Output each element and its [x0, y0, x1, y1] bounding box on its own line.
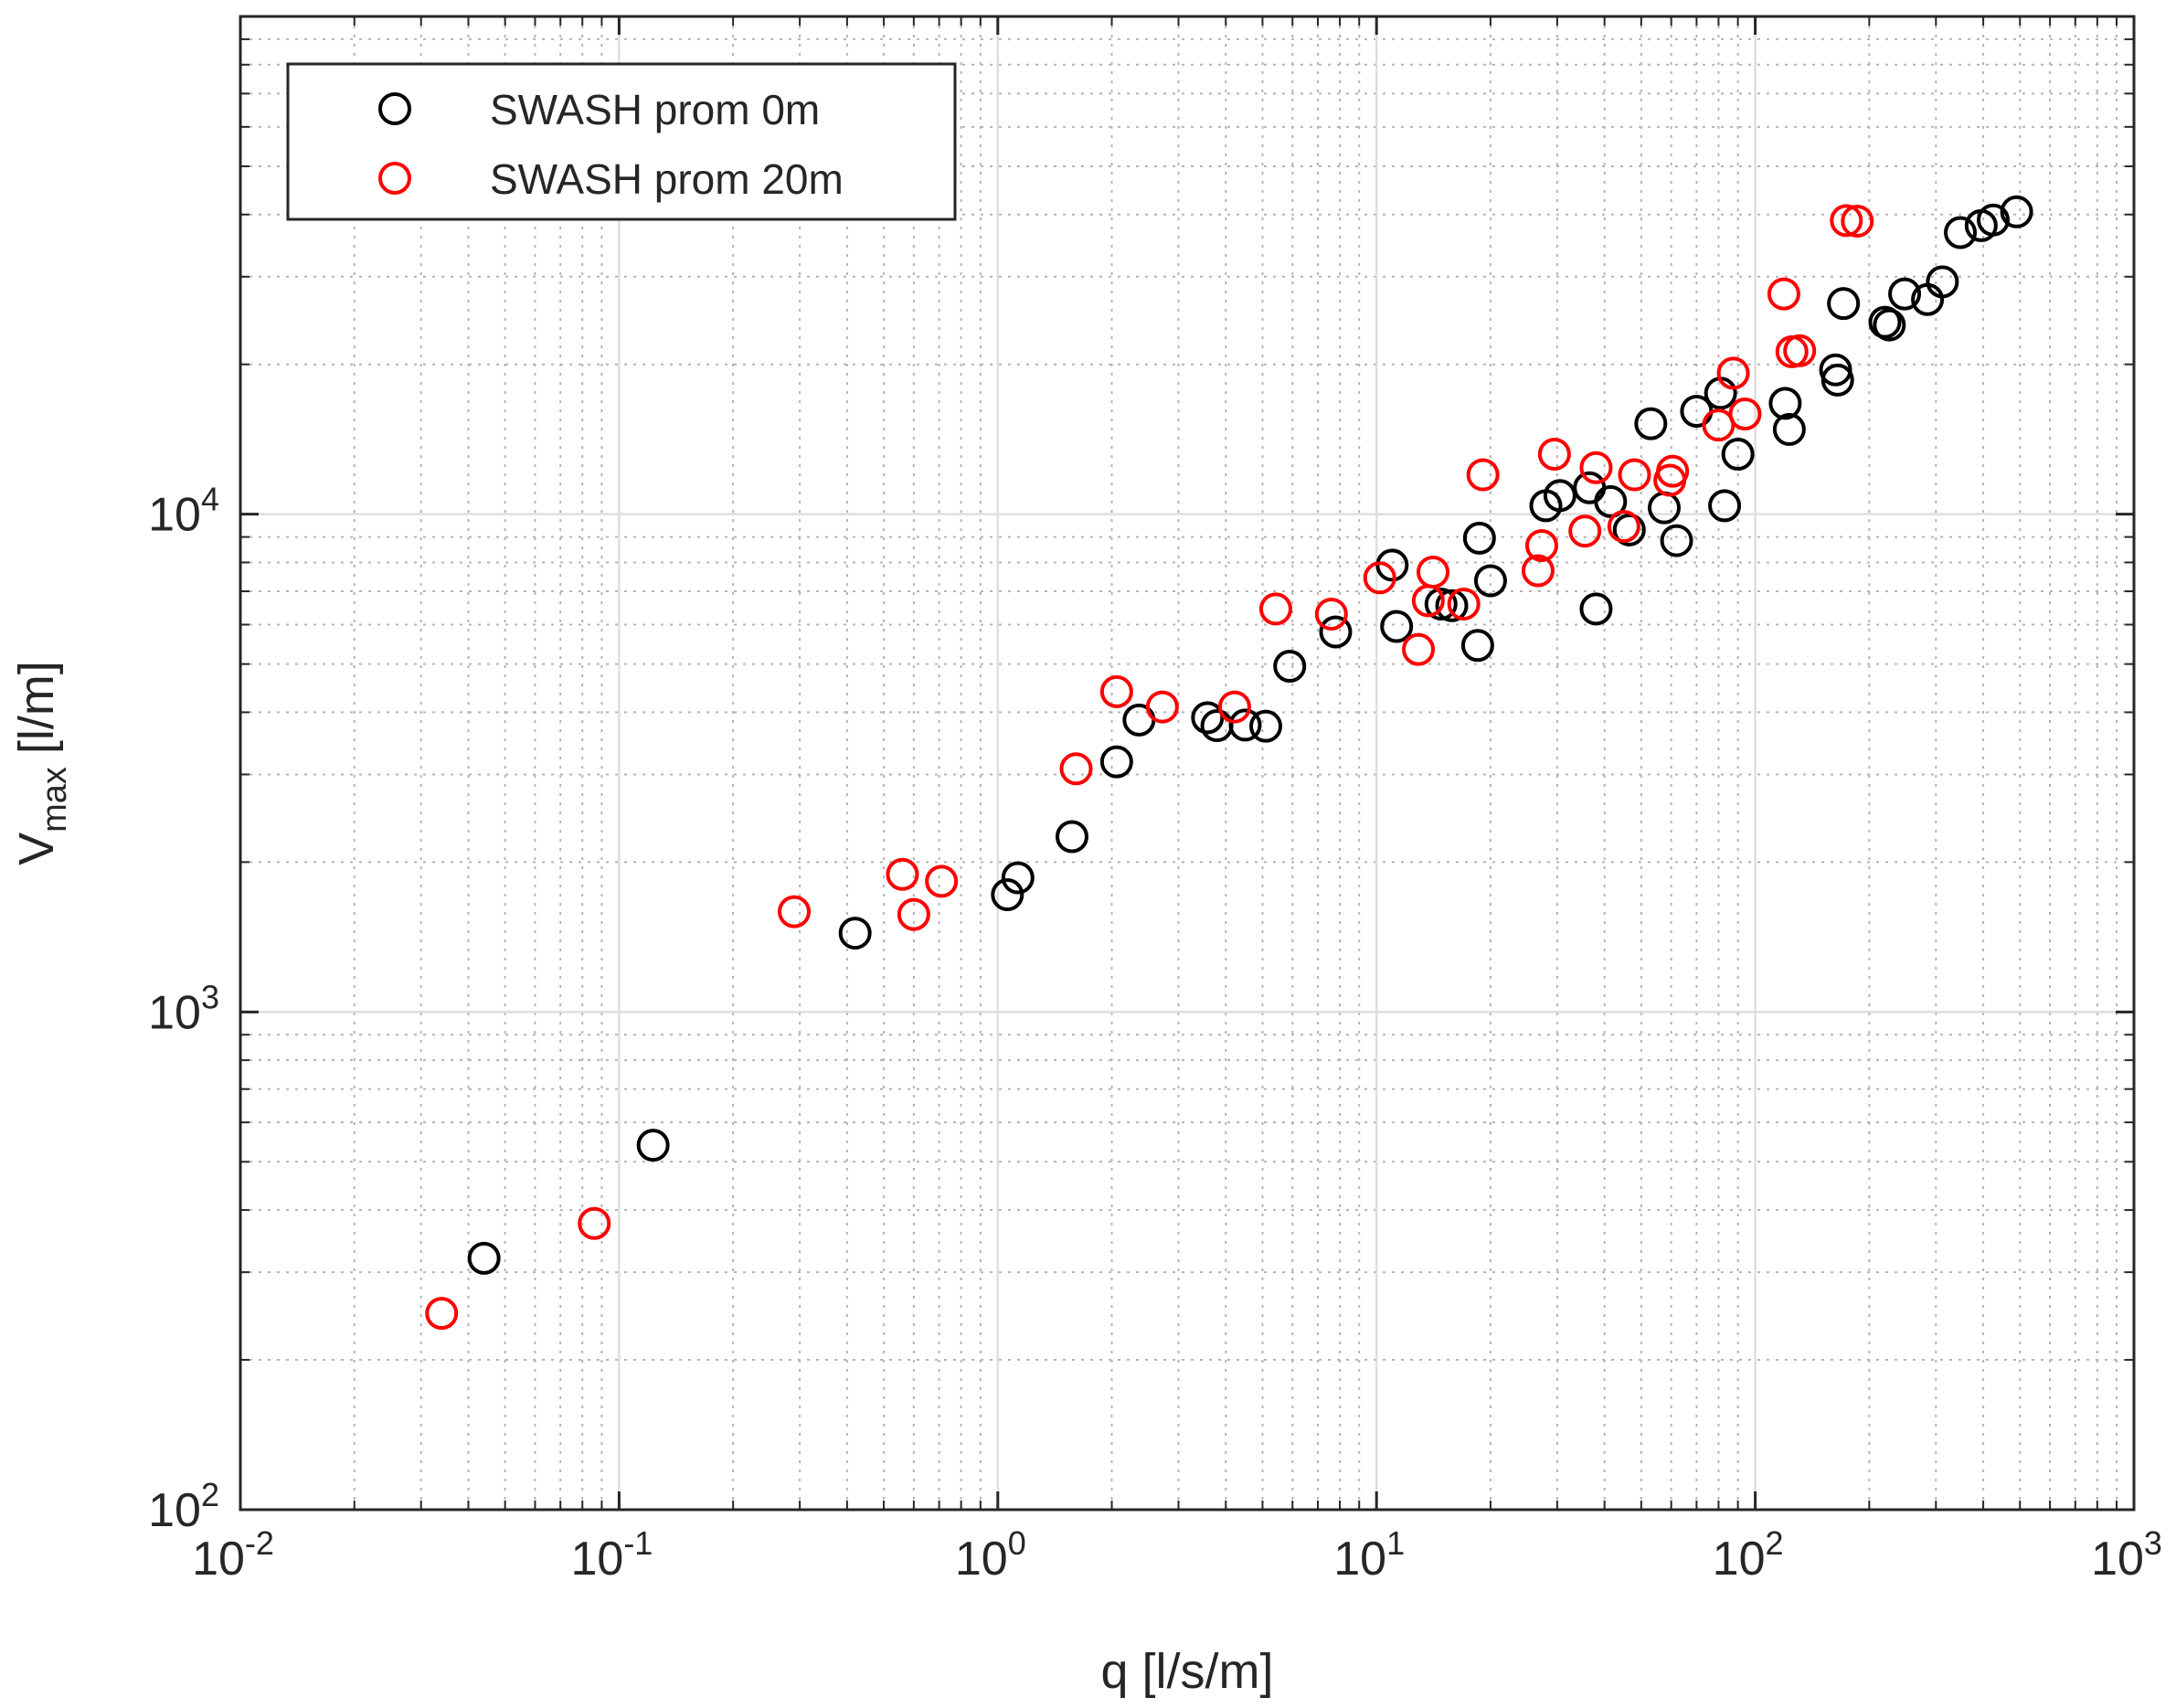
data-point [1473, 564, 1507, 598]
data-point [1258, 592, 1292, 626]
data-point [1868, 305, 1902, 339]
y-axis-label-main: V [9, 833, 64, 865]
x-tick-label: 10-2 [192, 1524, 274, 1586]
data-point [886, 857, 919, 891]
series-1 [425, 204, 1874, 1331]
data-point [1728, 397, 1762, 430]
data-point [1524, 528, 1558, 562]
data-point [1521, 554, 1555, 588]
data-point [1618, 458, 1651, 492]
data-point [1363, 561, 1396, 595]
data-point [1977, 203, 2011, 237]
data-point [425, 1297, 459, 1331]
legend-label-series-1: SWASH prom 20m [490, 155, 844, 203]
y-axis-label-unit: [l/m] [9, 661, 64, 754]
data-point [1873, 308, 1906, 342]
data-point [1447, 587, 1481, 621]
data-point [1634, 407, 1668, 440]
data-point [1319, 615, 1353, 649]
data-point [1417, 556, 1450, 589]
data-point [1537, 437, 1571, 471]
data-point [1607, 510, 1640, 544]
data-point [1830, 204, 1863, 238]
x-tick-label: 102 [1713, 1524, 1784, 1586]
y-tick-label: 102 [148, 1476, 219, 1537]
x-tick-label: 10-1 [570, 1524, 653, 1586]
data-point [1001, 861, 1035, 895]
data-point [1217, 690, 1251, 724]
legend-marker-series-1 [378, 162, 411, 195]
data-point [925, 865, 959, 898]
data-point [1099, 674, 1133, 708]
data-point [1380, 610, 1414, 643]
data-point [1827, 287, 1861, 321]
data-point [1612, 513, 1646, 546]
data-point [1314, 597, 1348, 631]
data-point [1656, 454, 1690, 488]
data-point [1055, 820, 1088, 854]
plot-area [240, 16, 2134, 1510]
data-point [1402, 632, 1436, 666]
data-point [778, 895, 812, 928]
data-point [1568, 515, 1602, 548]
data-point [1708, 489, 1742, 523]
data-point [1435, 589, 1469, 622]
x-tick-label: 101 [1333, 1524, 1405, 1586]
data-point [1579, 451, 1613, 484]
data-point [897, 897, 930, 931]
major-grid [240, 16, 2134, 1510]
x-tick-label: 103 [2091, 1524, 2162, 1586]
data-point [1579, 592, 1613, 626]
series-0 [467, 195, 2033, 1275]
legend-marker-series-0 [378, 92, 411, 125]
x-axis-label: q [l/s/m] [1100, 1644, 1273, 1699]
data-point [1841, 204, 1874, 238]
data-point [1820, 363, 1854, 397]
data-point [838, 917, 872, 950]
data-point [1228, 708, 1262, 742]
y-axis-label-subscript: max [36, 767, 74, 833]
data-point [1767, 277, 1800, 311]
data-point [1191, 701, 1225, 735]
axis-ticks [239, 15, 2136, 1512]
data-point [1466, 458, 1500, 492]
data-point [1716, 356, 1750, 390]
data-point [2000, 195, 2033, 228]
y-tick-label: 103 [148, 978, 219, 1039]
data-point [1772, 412, 1806, 446]
axes-box [239, 15, 2136, 1512]
data-point [1460, 629, 1494, 663]
data-point [1944, 216, 1978, 249]
data-point [1594, 484, 1628, 518]
minor-grid [240, 16, 2134, 1510]
data-point [467, 1241, 501, 1275]
data-point [1888, 277, 1922, 311]
data-point [1783, 334, 1817, 367]
data-point [1543, 479, 1576, 513]
legend[interactable]: SWASH prom 0m SWASH prom 20m [286, 62, 957, 221]
data-point [1273, 650, 1307, 684]
data-point [1099, 745, 1133, 779]
y-tick-label: 104 [148, 481, 219, 542]
x-tick-labels: 10-2 10-1 100 101 102 103 [192, 1524, 2162, 1586]
data-point [1462, 521, 1496, 555]
y-tick-labels: 102 103 104 [148, 481, 219, 1537]
data-point [1424, 587, 1458, 621]
data-point [1721, 437, 1755, 471]
data-point [578, 1206, 611, 1240]
data-point [636, 1129, 670, 1162]
data-point [1768, 387, 1802, 420]
x-tick-label: 100 [955, 1524, 1026, 1586]
data-point [1926, 265, 1959, 299]
data-point [991, 878, 1024, 912]
legend-label-series-0: SWASH prom 0m [490, 86, 820, 133]
data-point [1660, 524, 1693, 557]
y-axis-label: Vmax [l/m] [9, 661, 74, 865]
data-points [425, 195, 2033, 1331]
data-point [1059, 752, 1093, 786]
data-point [1249, 709, 1283, 743]
data-point [1145, 690, 1179, 724]
